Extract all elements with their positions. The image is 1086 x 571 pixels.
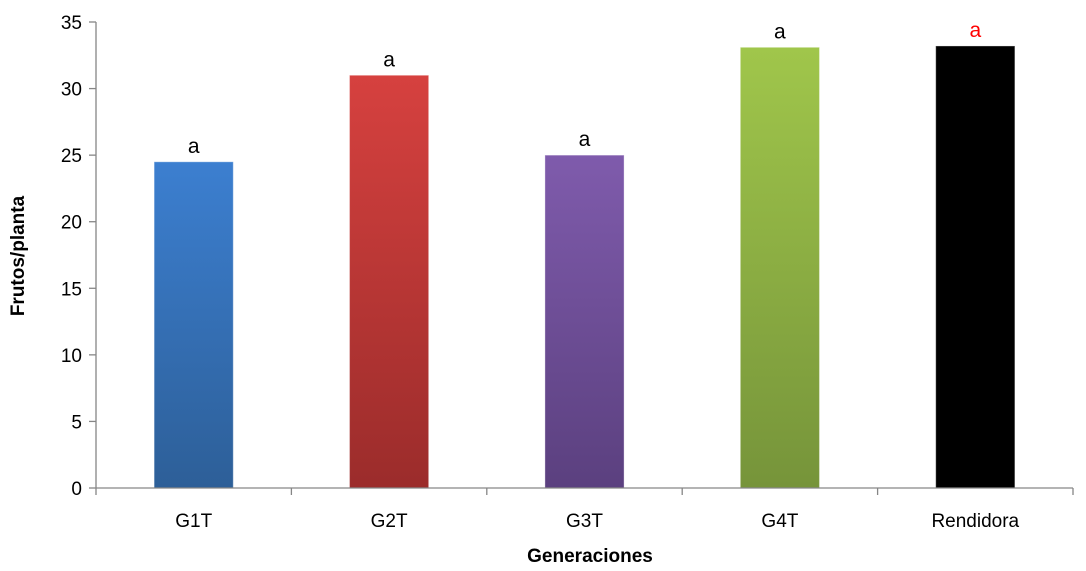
data-label-g1t: a	[188, 135, 200, 158]
x-tick-label: G2T	[371, 511, 408, 532]
x-tick-label: Rendidora	[931, 511, 1019, 532]
y-tick-label: 0	[71, 479, 82, 500]
x-ticks-group: G1T G2T G3T G4T Rendidora	[95, 488, 1074, 532]
data-label-g3t: a	[579, 128, 591, 151]
data-label-g4t: a	[774, 20, 786, 43]
x-tick-label: G1T	[175, 511, 212, 532]
bars-group	[153, 45, 1016, 489]
bar-g2t	[349, 74, 430, 489]
bar-g4t	[739, 46, 820, 489]
y-ticks-group: 0 5 10 15 20 25 30 35	[61, 13, 96, 500]
y-tick-label: 10	[61, 346, 82, 367]
bar-rendidora	[935, 45, 1016, 489]
data-label-rendidora: a	[969, 19, 981, 42]
y-axis-title: Frutos/planta	[8, 195, 29, 316]
y-tick-label: 5	[71, 412, 82, 433]
y-tick-label: 20	[61, 213, 82, 234]
x-tick-label: G4T	[761, 511, 798, 532]
y-tick-label: 30	[61, 80, 82, 101]
data-labels-group: a a a a a	[188, 19, 982, 158]
bar-g1t	[153, 161, 234, 489]
data-label-g2t: a	[383, 48, 395, 71]
bar-g3t	[544, 154, 625, 489]
y-tick-label: 15	[61, 279, 82, 300]
y-tick-label: 25	[61, 146, 82, 167]
x-axis-title: Generaciones	[527, 546, 653, 567]
y-tick-label: 35	[61, 13, 82, 34]
x-tick-label: G3T	[566, 511, 603, 532]
